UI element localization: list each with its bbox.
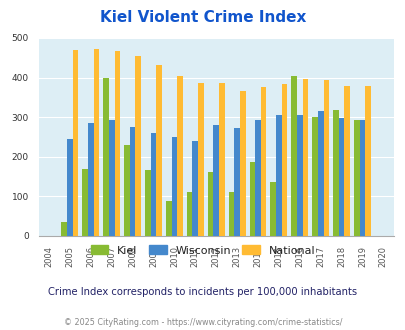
Bar bbox=[67, 139, 72, 236]
Bar bbox=[82, 169, 88, 236]
Bar bbox=[186, 192, 192, 236]
Bar bbox=[145, 170, 150, 236]
Bar bbox=[207, 172, 213, 236]
Bar bbox=[114, 51, 120, 236]
Bar bbox=[156, 65, 162, 236]
Bar bbox=[124, 145, 130, 236]
Bar bbox=[270, 182, 275, 236]
Bar bbox=[311, 117, 317, 236]
Bar bbox=[260, 87, 266, 236]
Bar bbox=[135, 56, 141, 236]
Bar bbox=[234, 128, 239, 236]
Bar bbox=[317, 111, 323, 236]
Bar bbox=[353, 120, 359, 236]
Bar bbox=[332, 110, 338, 236]
Bar bbox=[338, 118, 343, 236]
Bar bbox=[130, 127, 135, 236]
Bar bbox=[177, 76, 182, 236]
Bar bbox=[72, 50, 78, 236]
Bar bbox=[291, 76, 296, 236]
Bar bbox=[364, 86, 370, 236]
Bar bbox=[171, 137, 177, 236]
Text: © 2025 CityRating.com - https://www.cityrating.com/crime-statistics/: © 2025 CityRating.com - https://www.city… bbox=[64, 318, 341, 327]
Bar bbox=[323, 80, 328, 236]
Bar bbox=[192, 141, 198, 236]
Bar bbox=[254, 120, 260, 236]
Bar bbox=[198, 83, 203, 236]
Bar bbox=[213, 125, 218, 236]
Bar bbox=[166, 202, 171, 236]
Bar bbox=[218, 83, 224, 236]
Bar bbox=[228, 192, 234, 236]
Bar bbox=[343, 86, 349, 236]
Bar bbox=[150, 133, 156, 236]
Bar bbox=[103, 78, 109, 236]
Bar bbox=[302, 79, 307, 236]
Text: Kiel Violent Crime Index: Kiel Violent Crime Index bbox=[100, 10, 305, 25]
Bar bbox=[296, 115, 302, 236]
Bar bbox=[359, 120, 364, 236]
Bar bbox=[61, 222, 67, 236]
Bar bbox=[94, 49, 99, 236]
Text: Crime Index corresponds to incidents per 100,000 inhabitants: Crime Index corresponds to incidents per… bbox=[48, 287, 357, 297]
Bar bbox=[239, 91, 245, 236]
Bar bbox=[275, 115, 281, 236]
Legend: Kiel, Wisconsin, National: Kiel, Wisconsin, National bbox=[86, 241, 319, 260]
Bar bbox=[88, 123, 94, 236]
Bar bbox=[249, 161, 254, 236]
Bar bbox=[109, 120, 114, 236]
Bar bbox=[281, 84, 287, 236]
